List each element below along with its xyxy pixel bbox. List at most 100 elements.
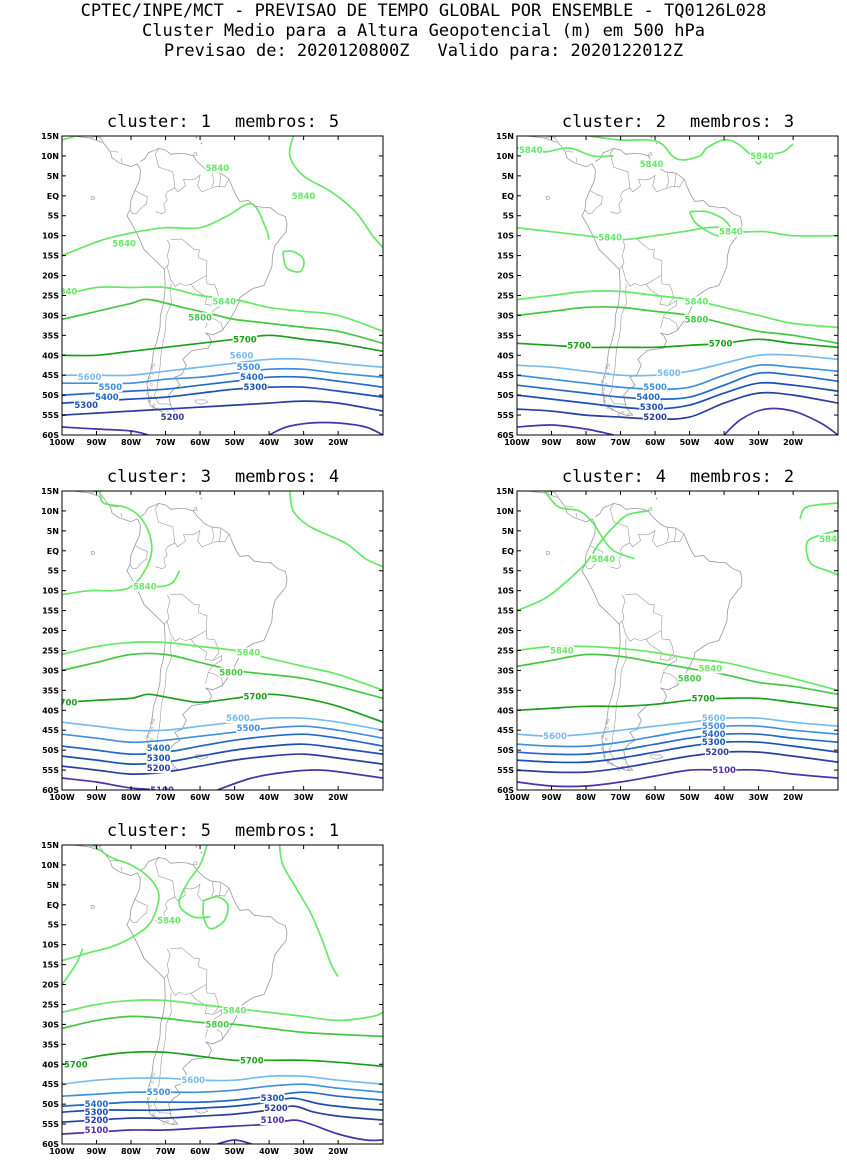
coast-islet	[152, 403, 156, 407]
country-border	[211, 172, 215, 188]
country-border	[652, 530, 685, 548]
country-border	[166, 593, 208, 642]
lat-tick-label: 60S	[497, 786, 514, 795]
contour-label-5300: 5300	[639, 402, 664, 413]
country-border	[110, 151, 119, 153]
cluster-panel-1: cluster: 1 membros: 5 5840 5840 5840 5840 5840 5…	[0, 112, 430, 457]
lon-tick-label: 100W	[49, 793, 75, 802]
lat-tick-label: 15S	[42, 961, 59, 970]
lat-tick-label: 50S	[497, 391, 514, 400]
island-outline	[650, 136, 653, 140]
contour-5600	[517, 716, 838, 738]
contour-5100	[517, 768, 838, 788]
country-border	[621, 593, 663, 642]
svg-text:5840: 5840	[237, 649, 261, 659]
cluster-panel-5: cluster: 5 membros: 1 5840 5840 5800 5700 5700 5…	[0, 821, 430, 1166]
lat-tick-label: 10S	[42, 232, 59, 241]
island-outline	[195, 845, 198, 849]
contour-5700	[62, 693, 383, 724]
coast-islet	[604, 737, 608, 741]
lat-tick-label: 45S	[42, 1080, 59, 1089]
coast-islet	[150, 726, 154, 730]
contour-label-5400: 5400	[84, 1099, 109, 1110]
svg-text:5700: 5700	[567, 341, 591, 351]
country-border	[608, 283, 627, 405]
contour-5840	[202, 895, 229, 930]
contour-label-5800: 5800	[205, 1019, 230, 1030]
lon-tick-label: 100W	[49, 438, 75, 447]
svg-text:5500: 5500	[98, 383, 122, 393]
lon-tick-label: 70W	[611, 438, 631, 447]
lat-tick-label: 20S	[42, 981, 59, 990]
lon-tick-label: 20W	[328, 1147, 348, 1156]
svg-text:5500: 5500	[237, 363, 261, 373]
lon-tick-label: 60W	[190, 1147, 210, 1156]
country-border	[219, 882, 222, 897]
coast-islet	[165, 1119, 169, 1123]
svg-text:5800: 5800	[678, 674, 702, 684]
lon-tick-label: 50W	[225, 1147, 245, 1156]
contour-label-5700: 5700	[566, 340, 592, 351]
lon-tick-label: 30W	[749, 793, 769, 802]
country-border	[609, 148, 631, 215]
contour-label-5840: 5840	[639, 158, 664, 170]
lat-tick-label: 15S	[42, 607, 59, 616]
country-border	[674, 528, 677, 543]
lat-tick-label: 5N	[47, 881, 59, 890]
coast-islet	[627, 768, 630, 772]
svg-text:5600: 5600	[181, 1076, 205, 1086]
svg-text:5400: 5400	[240, 373, 264, 383]
lat-tick-label: 5N	[47, 527, 59, 536]
lon-tick-label: 100W	[49, 1147, 75, 1156]
contour-label-5600: 5600	[656, 368, 682, 379]
panel-title: cluster: 3 membros: 4	[106, 467, 340, 487]
lat-tick-label: 5S	[48, 567, 60, 576]
country-border	[609, 503, 631, 570]
lat-tick-label: 25S	[42, 647, 59, 656]
contour-5100	[517, 424, 614, 435]
coast-islet	[620, 410, 624, 414]
contour-label-5600: 5600	[701, 713, 726, 724]
coast-islet	[605, 366, 609, 370]
island-outline	[655, 142, 658, 145]
coast-islet	[627, 413, 630, 417]
country-border	[584, 190, 603, 214]
lon-tick-label: 80W	[121, 793, 141, 802]
contour-5300	[517, 740, 838, 764]
contour-5100	[723, 407, 838, 435]
lat-tick-label: EQ	[502, 547, 514, 556]
country-border	[129, 899, 148, 923]
contour-label-5840: 5840	[132, 581, 157, 593]
panel-title: cluster: 2 membros: 3	[561, 112, 795, 132]
svg-text:5300: 5300	[261, 1094, 285, 1104]
lon-tick-label: 40W	[259, 793, 279, 802]
lat-tick-label: 40S	[497, 706, 514, 715]
contour-label-5700: 5700	[62, 697, 78, 708]
country-border	[663, 300, 678, 317]
lat-tick-label: 15S	[42, 252, 59, 261]
lat-tick-label: 15S	[497, 607, 514, 616]
svg-text:5400: 5400	[702, 730, 726, 740]
lon-tick-label: 20W	[783, 793, 803, 802]
contour-label-5840: 5840	[291, 190, 316, 202]
contour-label-5840: 5840	[62, 286, 78, 298]
lon-tick-label: 80W	[121, 1147, 141, 1156]
country-border	[153, 283, 172, 405]
lon-tick-label: 100W	[504, 438, 530, 447]
country-border	[166, 238, 208, 287]
lat-tick-label: 45S	[497, 371, 514, 380]
country-border	[110, 506, 119, 508]
geopotential-map: 5840584058405840584058005700560056005500…	[41, 132, 384, 447]
country-border	[575, 512, 578, 518]
lat-tick-label: 30S	[497, 311, 514, 320]
svg-text:5400: 5400	[95, 393, 119, 403]
country-border	[660, 317, 679, 331]
header-subtitle: Cluster Medio para a Altura Geopotencial…	[142, 21, 705, 41]
country-border	[129, 545, 148, 569]
contour-5840	[282, 250, 305, 273]
lat-tick-label: 15N	[41, 841, 59, 850]
coastline	[72, 845, 288, 1125]
contour-label-5300: 5300	[74, 400, 99, 411]
lat-tick-label: 50S	[42, 746, 59, 755]
svg-text:5840: 5840	[223, 1006, 247, 1016]
